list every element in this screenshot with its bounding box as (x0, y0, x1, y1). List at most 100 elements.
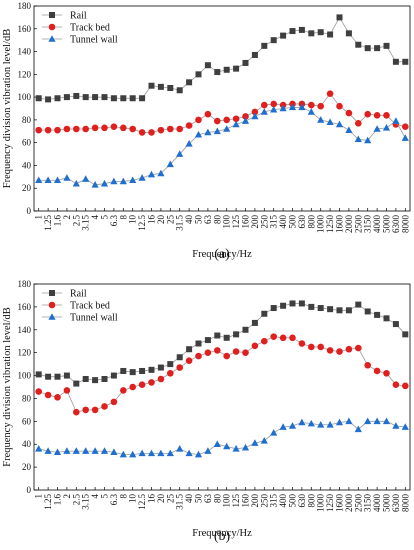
x-tick-label: 1600 (335, 215, 345, 234)
x-tick-label: 2000 (344, 215, 354, 234)
legend-label: Tunnel wall (70, 313, 118, 324)
data-point (307, 108, 315, 115)
x-tick-label: 500 (288, 494, 298, 508)
data-point (364, 361, 372, 369)
x-tick-label: 12.5 (137, 215, 147, 231)
data-point (402, 382, 409, 390)
data-point (167, 361, 174, 368)
data-point (91, 406, 99, 414)
data-point (317, 102, 325, 110)
data-point (345, 417, 353, 425)
data-point (35, 95, 42, 102)
x-tick-label: 2000 (344, 494, 354, 513)
data-point (298, 340, 306, 347)
series-rail (35, 300, 409, 387)
data-point (345, 30, 352, 37)
data-point (91, 124, 99, 132)
data-point (326, 347, 334, 354)
data-point (157, 169, 165, 177)
x-tick-label: 100 (222, 494, 232, 508)
data-point (223, 352, 230, 360)
data-point (157, 364, 164, 371)
data-point (317, 420, 325, 428)
x-tick-label: 2 (62, 215, 72, 220)
data-point (336, 307, 343, 314)
x-tick-label: 5000 (382, 215, 392, 234)
x-tick-label: 63 (203, 215, 213, 225)
data-point (261, 337, 268, 345)
data-point (242, 326, 249, 333)
plot-frame (33, 5, 411, 212)
data-point (364, 136, 372, 144)
x-tick-label: 16 (147, 494, 157, 504)
data-point (110, 372, 117, 379)
data-point (63, 94, 70, 101)
x-tick-label: 1.25 (43, 494, 53, 510)
data-point (374, 311, 381, 318)
data-point (260, 108, 268, 115)
data-point (308, 30, 315, 37)
data-point (373, 125, 381, 132)
y-tick-label: 60 (22, 416, 32, 426)
y-tick-label: 20 (22, 462, 32, 472)
data-point (383, 112, 390, 119)
legend-label: Track bed (70, 23, 110, 34)
data-point (336, 14, 343, 21)
series-line (38, 336, 406, 413)
data-point (35, 126, 42, 134)
data-point (176, 364, 183, 371)
data-point (176, 87, 183, 94)
x-tick-label: 4000 (372, 494, 382, 513)
data-point (138, 129, 146, 136)
x-tick-label: 1000 (316, 494, 326, 513)
data-point (374, 45, 381, 52)
data-point (186, 79, 193, 86)
x-tick-label: 31.5 (175, 494, 185, 510)
data-point (82, 447, 90, 454)
data-point (35, 445, 43, 452)
data-point (120, 95, 127, 102)
data-point (110, 95, 117, 102)
data-point (401, 134, 409, 141)
x-tick-label: 1250 (325, 494, 335, 513)
data-point (120, 124, 127, 132)
x-tick-label: 8000 (400, 494, 410, 513)
x-tick-label: 5 (100, 215, 110, 220)
data-point (100, 447, 109, 454)
data-point (232, 120, 240, 128)
data-point (402, 58, 409, 65)
y-tick-label: 20 (22, 183, 32, 193)
legend-label: Rail (70, 289, 87, 300)
data-point (326, 90, 334, 97)
data-point (147, 170, 156, 178)
data-point (335, 418, 344, 426)
data-point (251, 51, 258, 58)
x-axis-title: Frequency/Hz (192, 249, 252, 260)
x-tick-label: 200 (250, 215, 260, 229)
data-point (308, 101, 315, 109)
data-point (401, 423, 409, 430)
y-tick-label: 140 (18, 47, 32, 57)
x-tick-label: 31.5 (175, 215, 185, 231)
x-tick-label: 6300 (391, 494, 401, 513)
data-point (364, 417, 372, 425)
series-line (38, 106, 406, 186)
data-point (279, 334, 287, 342)
data-point (261, 310, 268, 317)
data-point (139, 367, 146, 374)
data-point (73, 92, 80, 99)
data-point (214, 117, 221, 125)
data-point (185, 357, 193, 364)
data-point (242, 349, 249, 356)
data-point (336, 348, 343, 355)
series-tunnel-wall (35, 417, 409, 458)
data-point (307, 419, 315, 427)
x-tick-label: 1250 (325, 215, 335, 234)
data-point (288, 103, 297, 111)
x-tick-label: 16 (147, 215, 157, 225)
data-point (167, 125, 174, 133)
data-point (73, 408, 80, 416)
data-point (251, 342, 259, 350)
data-point (101, 124, 108, 132)
